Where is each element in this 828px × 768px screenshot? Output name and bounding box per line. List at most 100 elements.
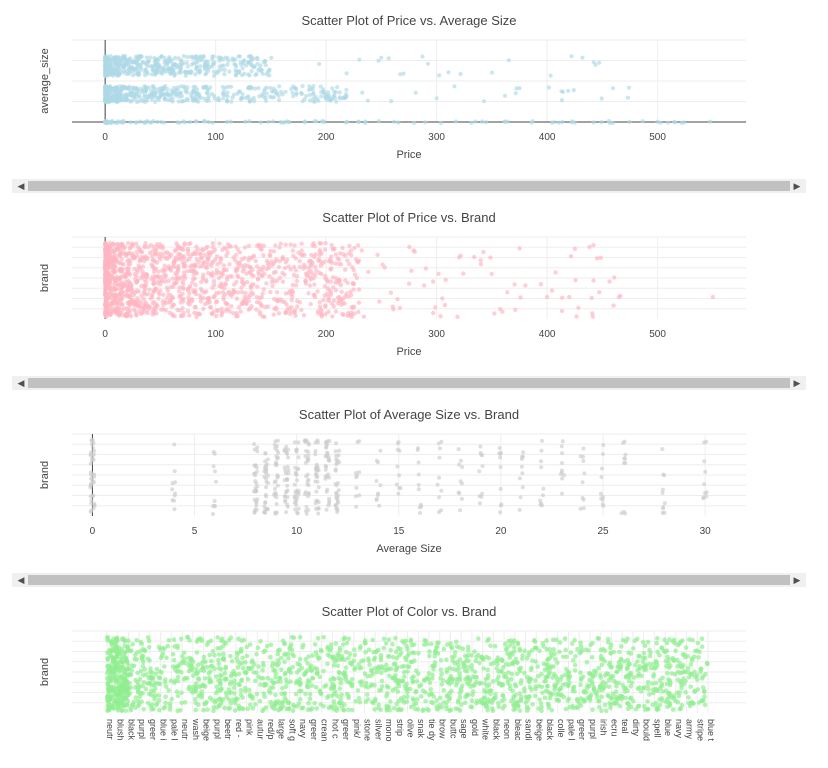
scatter-point [103,256,109,261]
scatter-point [236,671,242,677]
scatter-point [522,648,527,654]
scatter-point [253,86,258,91]
scatter-point [336,301,341,306]
scatter-point [275,448,280,453]
scatter-point [153,251,158,256]
scatter-point [143,686,149,692]
horizontal-scrollbar-2[interactable]: ◀ ▶ [12,376,806,390]
scatter-point [238,678,244,683]
scatter-point [153,99,158,104]
scatter-point [310,676,316,681]
scatter-point [247,54,253,59]
scatter-point [219,686,224,692]
scatter-point [153,64,158,70]
scatter-point [179,313,184,318]
scatter-point [120,267,125,273]
scatter-point [286,468,291,473]
scatter-point [462,700,468,705]
scatter-point [388,647,394,653]
scatter-point [209,311,214,316]
scatter-point [631,646,636,651]
scatter-point [221,96,226,101]
scatter-point [591,120,596,125]
scatter-point [484,684,490,689]
scatter-point [603,708,609,714]
scroll-left-icon[interactable]: ◀ [17,181,25,191]
scatter-point [286,290,291,295]
scatter-point [255,484,260,489]
scatter-point [535,664,540,669]
scatter-point [478,680,484,686]
scatter-point [306,291,311,296]
scatter-point [206,68,211,73]
scatter-point [301,642,306,648]
scatter-point [119,87,124,92]
scatter-point [218,700,224,706]
scatter-point [640,655,646,661]
scatter-point [190,96,195,101]
scatter-point [315,636,321,641]
scatter-point [162,86,167,92]
scatter-point [136,73,141,78]
horizontal-scrollbar-3[interactable]: ◀ ▶ [12,573,806,587]
scroll-left-icon[interactable]: ◀ [17,575,25,585]
scroll-left-icon[interactable]: ◀ [17,378,25,388]
scatter-point [176,99,181,104]
horizontal-scrollbar-1[interactable]: ◀ ▶ [12,179,806,193]
scatter-point [117,286,123,291]
scatter-point [166,65,171,70]
scatter-point [618,662,623,667]
scatter-point [304,474,309,479]
scatter-point [322,247,328,252]
scatter-point [141,680,147,685]
scatter-point [156,644,162,650]
scatter-point [660,447,665,452]
scatter-point [288,242,293,247]
scrollbar-thumb[interactable] [28,181,790,191]
scatter-point [193,700,199,706]
scatter-point [88,509,93,514]
scatter-point [498,306,503,312]
scatter-point [517,648,523,653]
scatter-point [234,69,239,74]
scatter-point [133,309,138,314]
scrollbar-thumb[interactable] [28,575,790,585]
scatter-point [259,302,264,307]
scatter-point [450,658,456,664]
scatter-point [434,96,439,101]
scatter-point [127,250,132,256]
x-axis-label: Price [396,346,421,358]
scatter-point [194,65,199,70]
scatter-point [334,657,340,663]
scatter-point [379,678,385,684]
scatter-point [276,264,282,270]
scatter-point [224,301,230,307]
scatter-point [274,502,279,506]
scatter-point [511,694,516,699]
scatter-point [134,638,139,643]
scatter-point [159,119,164,125]
scrollbar-thumb[interactable] [28,378,790,388]
scatter-point [219,636,225,642]
scatter-point [239,660,245,666]
chart-svg-color-brand: Scatter Plot of Color vs. Brandbrandneut… [39,604,746,742]
scatter-point [500,682,506,688]
scatter-point [555,660,560,666]
scatter-point [381,636,387,642]
scatter-point [168,678,174,684]
scatter-point [172,469,177,474]
scatter-point [112,276,117,281]
scatter-point [274,463,279,468]
scatter-point [395,447,400,452]
scatter-point [253,471,257,476]
scatter-point [185,64,190,69]
scatter-point [670,639,676,644]
scroll-right-icon[interactable]: ▶ [793,181,801,191]
scroll-right-icon[interactable]: ▶ [793,378,801,388]
scatter-point [631,675,637,680]
scroll-right-icon[interactable]: ▶ [793,575,801,585]
scatter-point [171,657,177,663]
scatter-point [347,651,353,657]
scatter-point [162,97,167,102]
scatter-point [133,695,139,700]
